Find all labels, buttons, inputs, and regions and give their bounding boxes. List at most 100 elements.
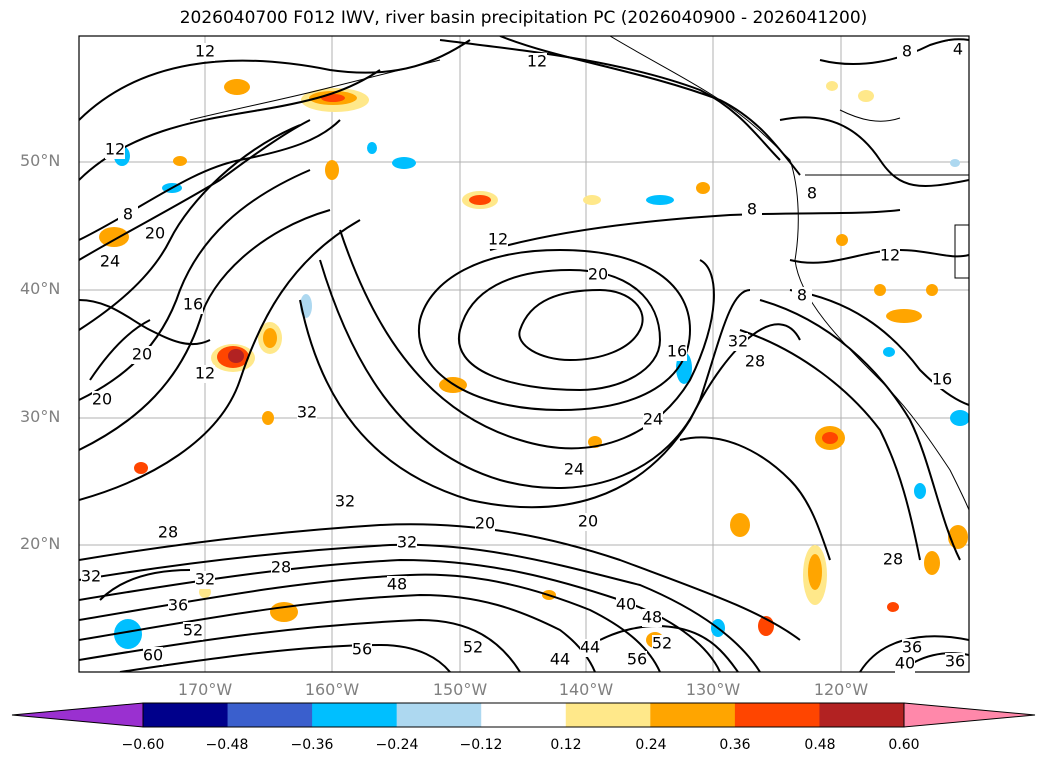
plot-frame	[78, 35, 970, 673]
colorbar-tick-label: −0.60	[121, 737, 165, 753]
contour-label-bg	[352, 641, 372, 659]
lon-label: 150°W	[432, 680, 488, 699]
lat-label: 40°N	[20, 279, 61, 298]
contour-label: 52	[183, 621, 203, 640]
contour-label-bg	[880, 247, 900, 265]
contour-label-bg	[792, 287, 812, 305]
contour-label-bg	[945, 653, 965, 671]
lon-label: 120°W	[813, 680, 869, 699]
contour-label: 48	[642, 608, 662, 627]
contour-label: 12	[195, 42, 215, 61]
colorbar-tick-label: −0.24	[375, 737, 419, 753]
contour-label-bg	[550, 651, 570, 669]
contour-label-bg	[132, 346, 152, 364]
contour-label-bg	[578, 513, 598, 531]
contour-label: 32	[81, 567, 101, 586]
lon-label: 160°W	[304, 680, 360, 699]
lon-label: 170°W	[177, 680, 233, 699]
map-title: 2026040700 F012 IWV, river basin precipi…	[179, 8, 868, 28]
contour-label-bg	[745, 353, 765, 371]
lat-label: 20°N	[20, 534, 61, 553]
contour-label-bg	[802, 185, 822, 203]
contour-label-bg	[564, 461, 584, 479]
contour-label: 16	[183, 295, 203, 314]
lat-label: 30°N	[20, 407, 61, 426]
contour-label-bg	[932, 371, 952, 389]
colorbar-segment	[227, 703, 313, 727]
contour-label-bg	[397, 534, 417, 552]
colorbar-extend-low	[11, 702, 144, 728]
contour-label: 24	[100, 252, 120, 271]
contour-label: 20	[132, 345, 152, 364]
colorbar-segment	[819, 703, 905, 727]
contour-label: 44	[550, 650, 570, 669]
contour-label: 52	[652, 634, 672, 653]
contour-label: 48	[387, 575, 407, 594]
colorbar-tick-label: −0.48	[205, 737, 249, 753]
contour-label: 8	[807, 184, 817, 203]
colorbar-tick-label: 0.48	[804, 737, 836, 753]
contour-label: 8	[747, 200, 757, 219]
contour-label: 36	[168, 596, 188, 615]
contour-label: 32	[397, 533, 417, 552]
contour-label: 36	[902, 638, 922, 657]
colorbar-segment	[396, 703, 482, 727]
contour-label: 20	[145, 224, 165, 243]
contour-label: 20	[92, 390, 112, 409]
contour-label-bg	[271, 559, 291, 577]
colorbar	[11, 702, 1036, 728]
contour-label-bg	[143, 647, 163, 665]
contour-label-bg	[387, 576, 407, 594]
contour-label: 40	[895, 654, 915, 673]
contour-label: 8	[902, 42, 912, 61]
contour-label-bg	[948, 41, 968, 59]
colorbar-tick-label: 0.24	[635, 737, 667, 753]
contour-label-bg	[105, 141, 125, 159]
gridlines	[79, 36, 969, 672]
contour-label: 8	[123, 205, 133, 224]
colorbar-segment	[481, 703, 567, 727]
contour-label: 32	[195, 570, 215, 589]
contour-label: 20	[578, 512, 598, 531]
colorbar-tick-label: 0.36	[719, 737, 751, 753]
contour-label-bg	[168, 597, 188, 615]
contour-label-bg	[652, 635, 672, 653]
contour-label: 12	[527, 52, 547, 71]
contour-label: 32	[297, 403, 317, 422]
contour-label-bg	[642, 609, 662, 627]
contour-label: 8	[797, 286, 807, 305]
contour-label: 60	[143, 646, 163, 665]
contour-label-bg	[195, 43, 215, 61]
contour-label: 12	[880, 246, 900, 265]
contour-label-bg	[335, 493, 355, 511]
colorbar-tick-label: −0.36	[290, 737, 334, 753]
contour-label-bg	[895, 655, 915, 673]
contour-label: 24	[564, 460, 584, 479]
contour-label-bg	[897, 43, 917, 61]
contour-label-bg	[195, 571, 215, 589]
contour-label-bg	[475, 515, 495, 533]
contour-label-bg	[742, 201, 762, 219]
contour-label-bg	[667, 343, 687, 361]
contour-label: 16	[667, 342, 687, 361]
colorbar-segment	[312, 703, 398, 727]
contour-label: 56	[627, 650, 647, 669]
contour-label-bg	[580, 639, 600, 657]
contour-label: 52	[463, 638, 483, 657]
contour-label: 12	[105, 140, 125, 159]
contour-label: 28	[883, 550, 903, 569]
contour-label-bg	[145, 225, 165, 243]
contour-label: 24	[643, 410, 663, 429]
contour-label-bg	[158, 524, 178, 542]
contour-label: 32	[335, 492, 355, 511]
contour-label-bg	[183, 296, 203, 314]
contour-label: 56	[352, 640, 372, 659]
contour-label-bg	[728, 333, 748, 351]
colorbar-segment	[650, 703, 736, 727]
lat-label: 50°N	[20, 151, 61, 170]
contour-label: 36	[945, 652, 965, 671]
contour-label-bg	[183, 622, 203, 640]
contour-label-bg	[488, 231, 508, 249]
colorbar-segment	[734, 703, 820, 727]
